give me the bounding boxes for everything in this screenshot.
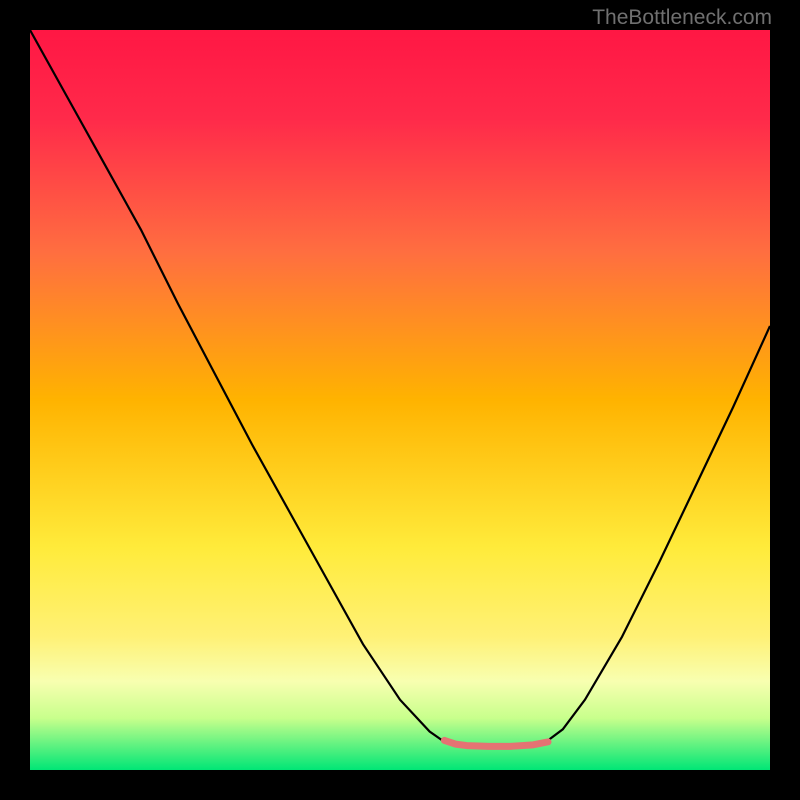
chart-svg xyxy=(30,30,770,770)
gradient-background xyxy=(30,30,770,770)
watermark-text: TheBottleneck.com xyxy=(592,6,772,30)
bottleneck-chart xyxy=(30,30,770,770)
